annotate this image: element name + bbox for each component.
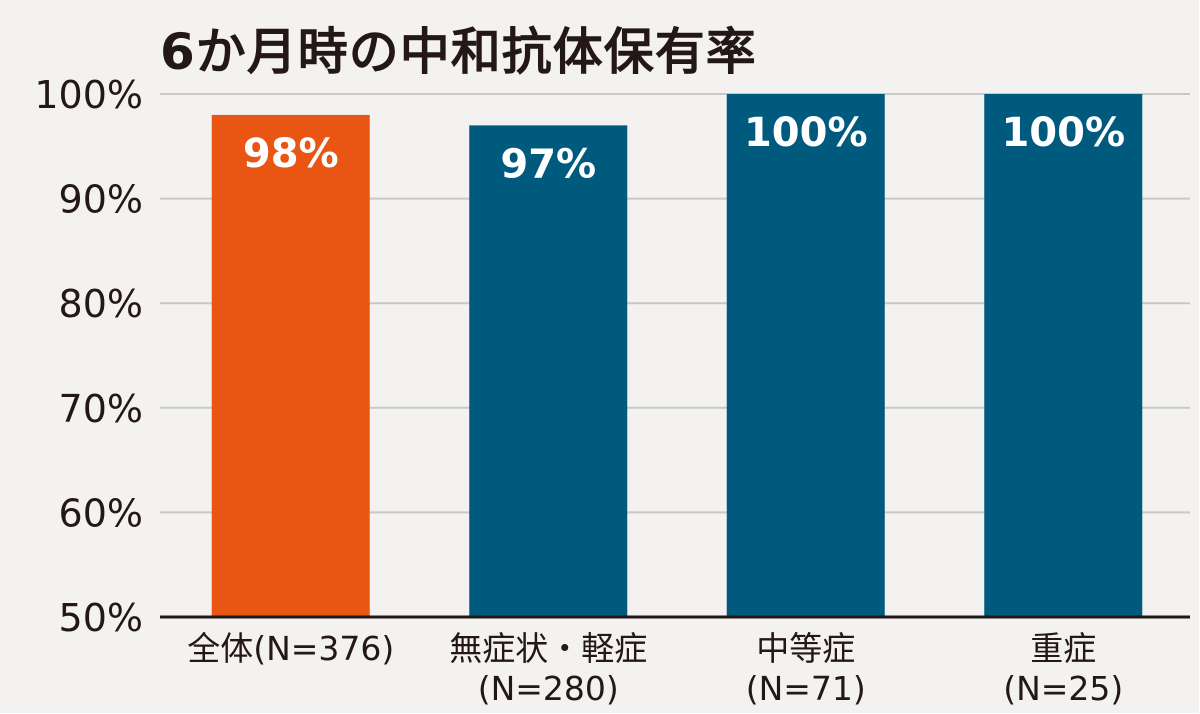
x-tick-label: 重症 (1030, 629, 1096, 668)
x-tick-label: 無症状・軽症 (449, 629, 647, 668)
bar (726, 94, 885, 617)
y-tick-label: 80% (59, 282, 143, 326)
bar (984, 94, 1143, 617)
data-label: 100% (744, 110, 868, 156)
data-label: 98% (243, 131, 339, 177)
bar (211, 114, 370, 618)
x-tick-label: (N=71) (746, 669, 866, 708)
data-label: 97% (500, 141, 596, 187)
data-label: 100% (1001, 110, 1125, 156)
y-tick-label: 60% (59, 491, 143, 535)
bar (469, 125, 628, 617)
x-tick-label: (N=25) (1003, 669, 1123, 708)
x-tick-label: 中等症 (756, 629, 855, 668)
x-tick-label: (N=280) (478, 669, 619, 708)
y-tick-label: 50% (59, 596, 143, 640)
y-tick-label: 90% (59, 178, 143, 222)
chart-title: 6か月時の中和抗体保有率 (160, 23, 757, 81)
y-tick-label: 70% (59, 387, 143, 431)
x-tick-label: 全体(N=376) (187, 629, 394, 668)
y-tick-label: 100% (34, 73, 143, 117)
